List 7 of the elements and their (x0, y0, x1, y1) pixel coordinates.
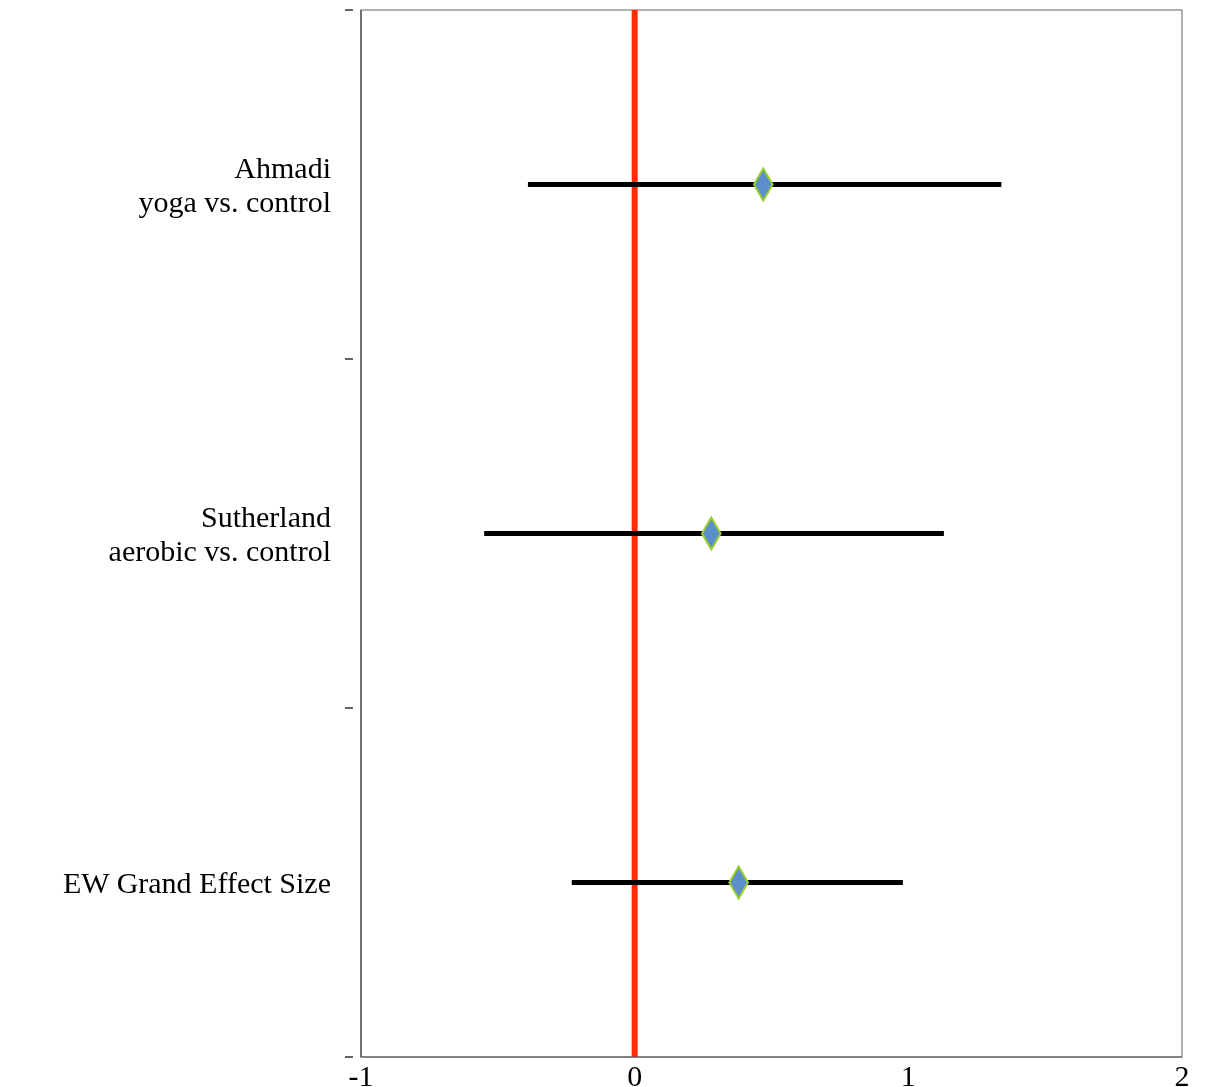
x-tick-label: 2 (1174, 1059, 1190, 1087)
y-tick-label: Ahmadi yoga vs. control (138, 150, 331, 218)
y-tick-label: EW Grand Effect Size (63, 865, 331, 899)
x-tick-label: 1 (900, 1059, 916, 1087)
x-tick-label: -1 (348, 1059, 374, 1087)
y-tick-label: Sutherland aerobic vs. control (108, 499, 331, 567)
x-tick-label: 0 (627, 1059, 643, 1087)
